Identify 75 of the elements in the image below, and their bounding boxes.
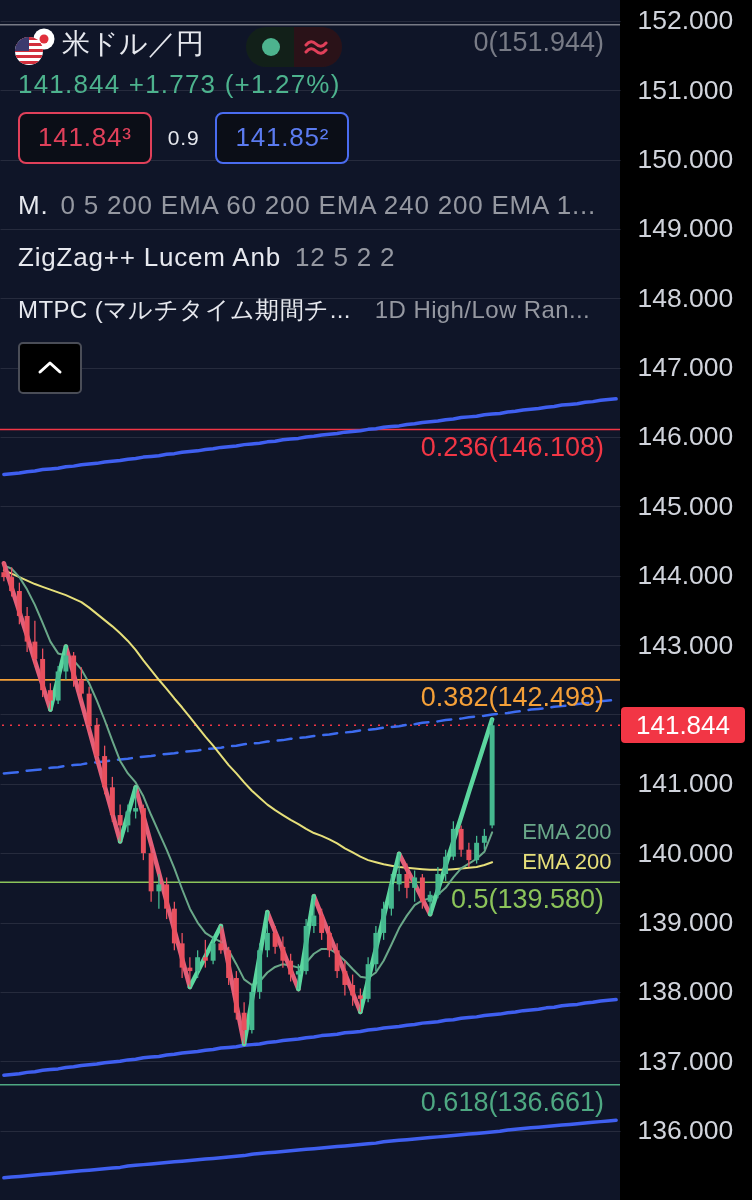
candlestick <box>264 911 270 958</box>
y-tick-label: 149.000 <box>637 213 734 244</box>
candlestick <box>117 803 123 843</box>
y-tick-label: 144.000 <box>637 560 734 591</box>
candlestick <box>133 786 139 820</box>
y-tick-label: 136.000 <box>637 1115 734 1146</box>
candlestick <box>443 849 449 882</box>
ref-line-label: 0.618(136.661) <box>420 1086 604 1117</box>
y-tick-label: 146.000 <box>637 421 734 452</box>
series-label: EMA 200 <box>522 819 612 845</box>
candlestick <box>210 935 216 965</box>
ref-line-label: 0.382(142.498) <box>420 681 604 712</box>
ref-line-label: 0(151.944) <box>473 26 604 57</box>
ref-line-label: 0.236(146.108) <box>420 431 604 462</box>
candlestick <box>63 645 69 681</box>
line-series <box>2 997 618 1077</box>
candlestick <box>32 620 38 667</box>
ref-line-label: 141.844 <box>621 707 745 744</box>
y-tick-label: 145.000 <box>637 490 734 521</box>
candlestick <box>412 869 418 903</box>
y-tick-label: 138.000 <box>637 976 734 1007</box>
candlestick <box>78 666 84 702</box>
candlestick <box>288 953 294 983</box>
candlestick <box>474 835 480 865</box>
annotation: 141.84³ <box>18 112 152 164</box>
y-tick-label: 143.000 <box>637 629 734 660</box>
candlestick <box>357 987 363 1013</box>
candlestick <box>156 873 162 910</box>
annotation: MTPC (マルチタイム期間チ... <box>18 296 351 324</box>
candlestick <box>404 862 410 899</box>
y-tick-label: 140.000 <box>637 837 734 868</box>
candlestick <box>241 1001 247 1045</box>
candlestick <box>435 866 441 899</box>
candlestick <box>342 960 348 997</box>
candlestick <box>218 925 224 955</box>
y-tick-label: 137.000 <box>637 1045 734 1076</box>
candlestick <box>295 963 301 990</box>
candlestick <box>466 842 472 868</box>
ref-line-label: 0.5(139.580) <box>450 884 604 915</box>
annotation: 12 5 2 2 <box>295 242 396 273</box>
candlestick <box>334 942 340 979</box>
line-series <box>2 397 618 477</box>
annotation: 141.85² <box>215 112 350 164</box>
candlestick <box>319 908 325 941</box>
candlestick <box>202 939 208 969</box>
y-tick-label: 139.000 <box>637 907 734 938</box>
text: 米ドル／円 <box>62 28 204 61</box>
candlestick <box>272 925 278 955</box>
candlestick <box>481 828 487 851</box>
series-label: EMA 200 <box>522 849 612 875</box>
annotation: ZigZag++ Lucem Anb <box>18 242 281 273</box>
y-tick-label: 141.000 <box>637 768 734 799</box>
annotation: 1D High/Low Ran... <box>374 296 591 324</box>
candlestick <box>47 682 53 711</box>
annotation: 0.9 <box>167 125 200 151</box>
candlestick <box>125 803 131 834</box>
y-tick-label: 147.000 <box>637 352 734 383</box>
candlestick <box>427 890 433 915</box>
y-tick-label: 152.000 <box>637 5 734 36</box>
annotation: 0 5 200 EMA 60 200 EMA 240 200 EMA 1... <box>60 190 597 221</box>
y-tick-label: 148.000 <box>637 282 734 313</box>
candlestick <box>396 853 402 892</box>
line-series <box>2 1118 618 1180</box>
candlestick <box>1 562 7 582</box>
text: 141.844 +1.773 (+1.27%) <box>18 69 341 100</box>
y-tick-label: 150.000 <box>637 144 734 175</box>
annotation: M. <box>18 190 49 221</box>
candlestick <box>311 895 317 934</box>
candlestick <box>280 935 286 969</box>
candlestick <box>195 949 201 979</box>
candlestick <box>350 973 356 1007</box>
y-tick-label: 151.000 <box>637 74 734 105</box>
candlestick <box>9 566 15 598</box>
candlestick <box>458 824 464 858</box>
candlestick <box>326 925 332 958</box>
